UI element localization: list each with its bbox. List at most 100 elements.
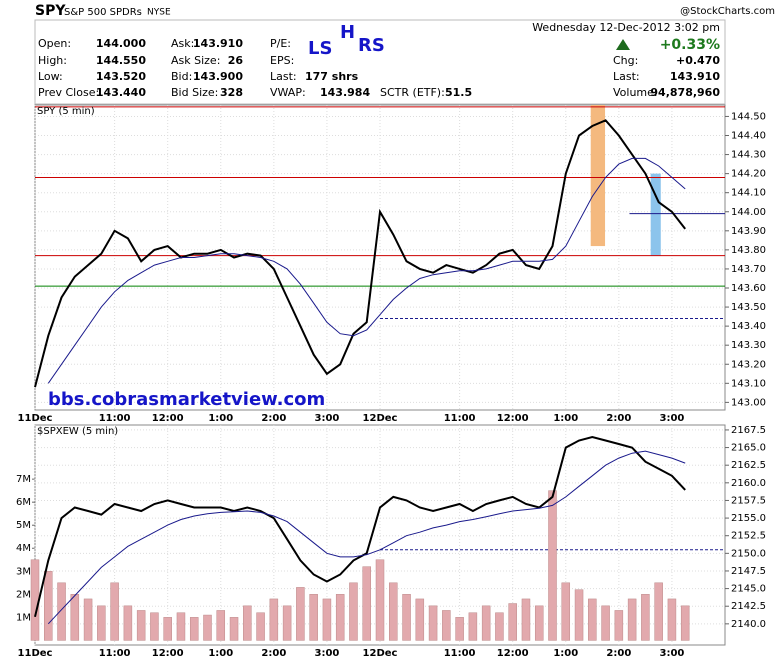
y-tick-label: 143.10 <box>731 378 766 389</box>
field-label: Ask: <box>171 37 194 50</box>
x-tick-label: 11Dec <box>18 413 53 424</box>
volume-bar <box>309 594 318 641</box>
field-label: Ask Size: <box>171 54 220 67</box>
volume-bar <box>322 598 332 641</box>
volume-bar <box>362 566 371 641</box>
y-tick-label: 2155.0 <box>731 513 766 524</box>
field-label: Bid: <box>171 70 192 83</box>
watermark: bbs.cobrasmarketview.com <box>48 389 325 410</box>
volume-bar <box>389 582 398 641</box>
field-label: Chg: <box>613 54 638 67</box>
volume-bar <box>627 598 637 641</box>
y-tick-label: 143.50 <box>731 302 766 313</box>
field-label: P/E: <box>270 37 291 50</box>
volume-bar <box>574 589 584 641</box>
volume-bar <box>296 587 305 641</box>
volume-bar <box>229 617 239 641</box>
volume-bar <box>561 582 571 641</box>
y-tick-label: 144.40 <box>731 131 766 142</box>
y-tick-label: 2165.0 <box>731 443 766 454</box>
symbol-name: S&P 500 SPDRs <box>64 7 142 18</box>
y2-tick-label: 2M <box>16 589 31 600</box>
volume-bar <box>30 559 40 641</box>
x-tick-label: 2:00 <box>606 413 631 424</box>
highlight <box>590 105 606 247</box>
y-tick-label: 143.60 <box>731 283 766 294</box>
volume-bar <box>44 571 53 641</box>
volume-bar <box>654 582 663 641</box>
volume-bar <box>534 605 544 641</box>
field-value: 328 <box>220 86 243 99</box>
field-label: Prev Close: <box>38 86 99 99</box>
x-tick-label: 2:00 <box>606 648 631 659</box>
x-tick-label: 3:00 <box>314 413 339 424</box>
y-tick-label: 2142.5 <box>731 601 766 612</box>
y-tick-label: 143.00 <box>731 397 766 408</box>
volume-bar <box>614 610 624 641</box>
field-value: 144.550 <box>96 54 146 67</box>
y-tick-label: 2157.5 <box>731 495 766 506</box>
y2-tick-label: 4M <box>16 543 31 554</box>
volume-bar <box>70 594 80 641</box>
highlight <box>650 173 661 256</box>
plot-area <box>34 104 726 411</box>
x-tick-label: 12:00 <box>497 648 529 659</box>
volume-bar <box>548 490 557 641</box>
volume-bar <box>150 612 159 641</box>
y-tick-label: 143.20 <box>731 359 766 370</box>
x-tick-label: 12:00 <box>152 413 184 424</box>
volume-bar <box>163 617 172 641</box>
field-label: Open: <box>38 37 71 50</box>
y-tick-label: 144.20 <box>731 169 766 180</box>
y-tick-label: 144.10 <box>731 188 766 199</box>
volume-bar <box>375 559 385 641</box>
y-tick-label: 143.80 <box>731 245 766 256</box>
credit: @StockCharts.com <box>680 6 775 17</box>
volume-bar <box>680 605 690 641</box>
y-tick-label: 144.00 <box>731 207 766 218</box>
x-tick-label: 11:00 <box>444 648 476 659</box>
field-label: Last: <box>613 70 640 83</box>
field-value: 144.000 <box>96 37 146 50</box>
y2-tick-label: 6M <box>16 497 31 508</box>
y-tick-label: 2152.5 <box>731 531 766 542</box>
symbol: SPY <box>35 3 66 19</box>
field-label: Low: <box>38 70 63 83</box>
field-label: Bid Size: <box>171 86 218 99</box>
volume-bar <box>601 605 610 641</box>
volume-bar <box>269 598 279 641</box>
volume-bar <box>667 598 677 641</box>
change-pct: +0.33% <box>660 37 720 53</box>
field-value: 177 shrs <box>305 70 359 83</box>
annotation: RS <box>358 35 385 56</box>
field-value: 51.5 <box>445 86 472 99</box>
field-value: 94,878,960 <box>650 86 720 99</box>
volume-bar <box>176 612 186 641</box>
volume-bar <box>468 612 478 641</box>
volume-bar <box>455 617 464 641</box>
field-value: 143.910 <box>193 37 243 50</box>
y-tick-label: 143.90 <box>731 226 766 237</box>
y-tick-label: 143.40 <box>731 321 766 332</box>
y-tick-label: 2162.5 <box>731 460 766 471</box>
volume-bar <box>216 610 226 641</box>
volume-bar <box>508 603 517 641</box>
up-arrow <box>616 39 630 50</box>
volume-bar <box>83 598 93 641</box>
panel-title: $SPXEW (5 min) <box>37 426 118 437</box>
price-line <box>47 450 686 625</box>
y2-tick-label: 5M <box>16 520 31 531</box>
datetime: Wednesday 12-Dec-2012 3:02 pm <box>532 21 720 34</box>
volume-bar <box>495 612 504 641</box>
field-label: EPS: <box>270 54 294 67</box>
field-value: 143.440 <box>96 86 146 99</box>
y2-tick-label: 3M <box>16 566 31 577</box>
field-label: VWAP: <box>270 86 306 99</box>
field-label: Volume: <box>613 86 658 99</box>
x-tick-label: 3:00 <box>314 648 339 659</box>
field-label: Last: <box>270 70 297 83</box>
x-tick-label: 1:00 <box>208 413 233 424</box>
volume-bar <box>415 598 425 641</box>
y-tick-label: 2147.5 <box>731 566 766 577</box>
